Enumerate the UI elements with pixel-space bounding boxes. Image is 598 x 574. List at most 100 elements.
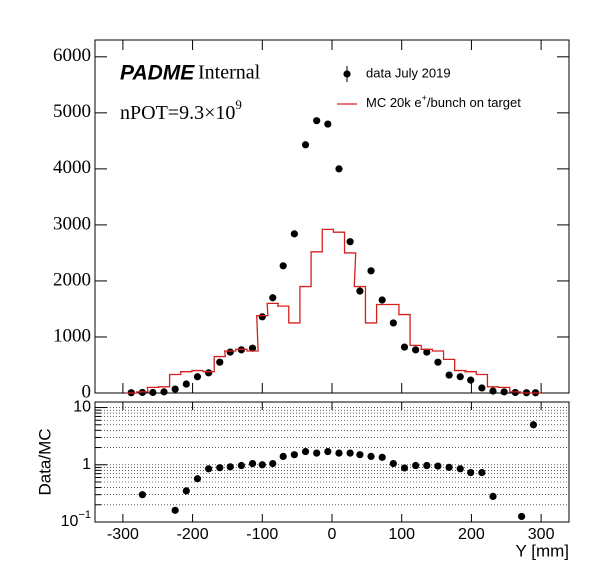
data-point [378,296,386,304]
y-tick-sup: −1 [78,509,91,521]
data-point [160,388,168,396]
ratio-point [389,459,397,468]
legend-part: /bunch on target [427,95,521,110]
y-tick-label: 0 [82,381,92,402]
ratio-point [518,512,526,521]
data-point [400,343,409,351]
data-point [478,384,486,392]
legend-part: MC 20k e [366,95,422,110]
x-tick-label: -300 [107,526,139,543]
data-point [467,376,475,384]
y-tick-label: 2000 [53,269,91,290]
y-tick-label: 3000 [53,213,91,234]
data-point [258,313,266,321]
legend-sup: + [422,93,427,103]
ratio-point [356,451,364,459]
data-point [356,287,364,295]
ratio-point [226,463,234,471]
data-point [205,369,213,377]
data-point [149,388,157,397]
ratio-point [301,447,310,456]
y-tick-label: 10 [73,399,91,416]
x-axis-title: Y [mm] [515,541,569,560]
data-point [412,346,420,354]
data-point [248,344,257,352]
ratio-point [423,461,431,470]
ratio-point [313,449,321,457]
data-point [423,348,431,356]
ratio-point [367,452,375,461]
data-point [193,373,202,381]
y-axis-title: Data/MC [35,428,54,495]
data-point [216,358,224,366]
data-point [367,267,375,275]
x-tick-label: -200 [177,526,209,543]
x-tick-label: 100 [388,526,415,543]
ratio-point [445,463,453,471]
padme-label: PADME [120,62,195,85]
data-point [445,371,453,379]
data-point [182,380,190,388]
mc-histogram [125,228,542,394]
data-point [279,262,287,270]
data-point [346,238,354,246]
ratio-point [193,475,202,483]
ratio-point [346,449,354,457]
npot-label: nPOT=9.3×109 [120,97,242,124]
data-point [389,319,397,327]
legend-label: MC 20k e+/bunch on target [366,93,521,110]
npot-base: nPOT=9.3×10 [120,102,235,124]
data-point [171,385,179,393]
y-tick-base: 10 [61,513,79,530]
ratio-point [478,468,486,477]
ratio-point [335,449,343,457]
data-point [313,117,321,125]
y-tick-base: 10 [73,399,91,416]
data-point [226,348,234,356]
data-point [324,120,332,128]
x-tick-label: 200 [458,526,485,543]
x-tick-label: -100 [246,526,278,543]
ratio-point [248,459,257,468]
y-tick-label: 1000 [53,325,91,346]
x-tick-label: 0 [328,526,337,543]
y-tick-label: 4000 [53,157,91,178]
data-point [269,294,277,302]
ratio-point [412,461,420,470]
internal-label: Internal [198,62,261,84]
ratio-point [489,492,497,501]
x-tick-label: 300 [528,526,555,543]
data-point [301,141,310,149]
y-tick-label: 1 [82,456,91,473]
data-point [335,165,343,173]
ratio-point [205,465,213,473]
npot-sup: 9 [235,97,242,112]
ratio-point [138,491,146,499]
ratio-point [216,464,224,472]
y-tick-label: 10−1 [61,509,91,530]
ratio-point [269,459,277,468]
y-tick-label: 6000 [53,45,91,66]
data-point [290,230,298,238]
ratio-point [171,506,179,514]
y-tick-label: 5000 [53,101,91,122]
data-point [434,358,442,366]
ratio-point [529,421,538,429]
ratio-point [258,461,266,469]
ratio-point [182,487,190,495]
ratio-point [400,464,409,472]
data-point [489,387,497,395]
data-point [500,388,508,396]
ratio-point [290,451,298,459]
ratio-point [378,453,386,461]
ratio-point [324,447,332,456]
legend-label: data July 2019 [366,65,451,80]
ratio-point [279,452,287,461]
ratio-point [467,468,475,477]
y-tick-base: 1 [82,456,91,473]
data-point [456,373,464,381]
ratio-point [434,462,442,470]
ratio-point [237,461,245,470]
